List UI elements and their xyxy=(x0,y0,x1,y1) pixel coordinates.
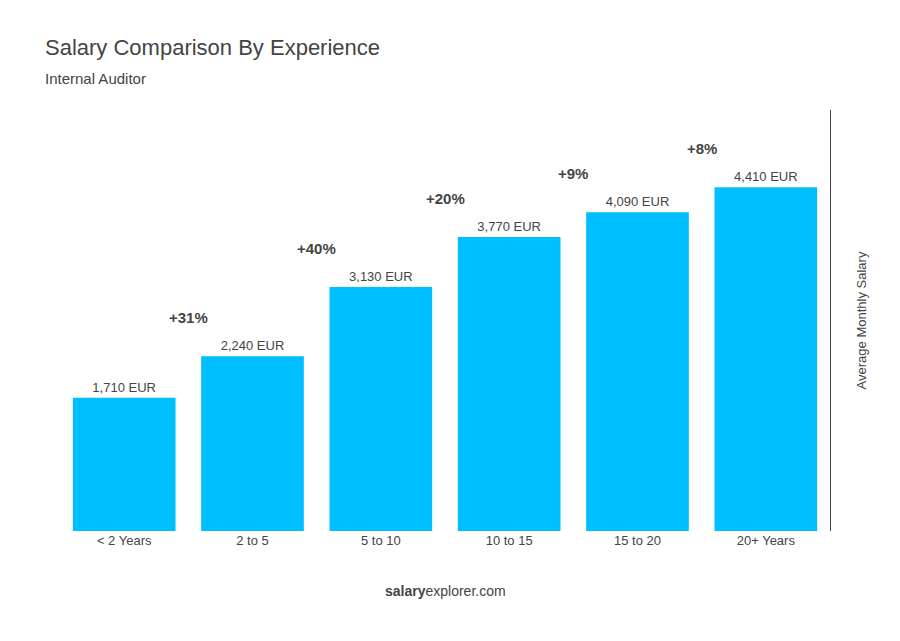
svg-text:3,130 EUR: 3,130 EUR xyxy=(349,269,413,284)
svg-text:5 to 10: 5 to 10 xyxy=(361,533,401,548)
svg-text:10 to 15: 10 to 15 xyxy=(486,533,533,548)
svg-text:+8%: +8% xyxy=(687,140,717,157)
svg-text:+31%: +31% xyxy=(169,309,208,326)
svg-text:Salary Comparison By Experienc: Salary Comparison By Experience xyxy=(45,35,380,60)
svg-text:1,710 EUR: 1,710 EUR xyxy=(92,380,156,395)
svg-text:15 to 20: 15 to 20 xyxy=(614,533,661,548)
svg-text:20+ Years: 20+ Years xyxy=(737,533,796,548)
svg-text:salaryexplorer.com: salaryexplorer.com xyxy=(385,583,506,599)
svg-text:+9%: +9% xyxy=(558,165,588,182)
svg-text:+40%: +40% xyxy=(297,240,336,257)
svg-text:< 2 Years: < 2 Years xyxy=(97,533,152,548)
svg-text:4,410 EUR: 4,410 EUR xyxy=(734,169,798,184)
svg-text:4,090 EUR: 4,090 EUR xyxy=(606,194,670,209)
svg-text:2,240 EUR: 2,240 EUR xyxy=(221,338,285,353)
svg-text:3,770 EUR: 3,770 EUR xyxy=(477,219,541,234)
svg-text:+20%: +20% xyxy=(426,190,465,207)
svg-text:2 to 5: 2 to 5 xyxy=(236,533,269,548)
svg-text:Internal Auditor: Internal Auditor xyxy=(45,70,146,87)
svg-text:Average Monthly Salary: Average Monthly Salary xyxy=(854,251,869,389)
